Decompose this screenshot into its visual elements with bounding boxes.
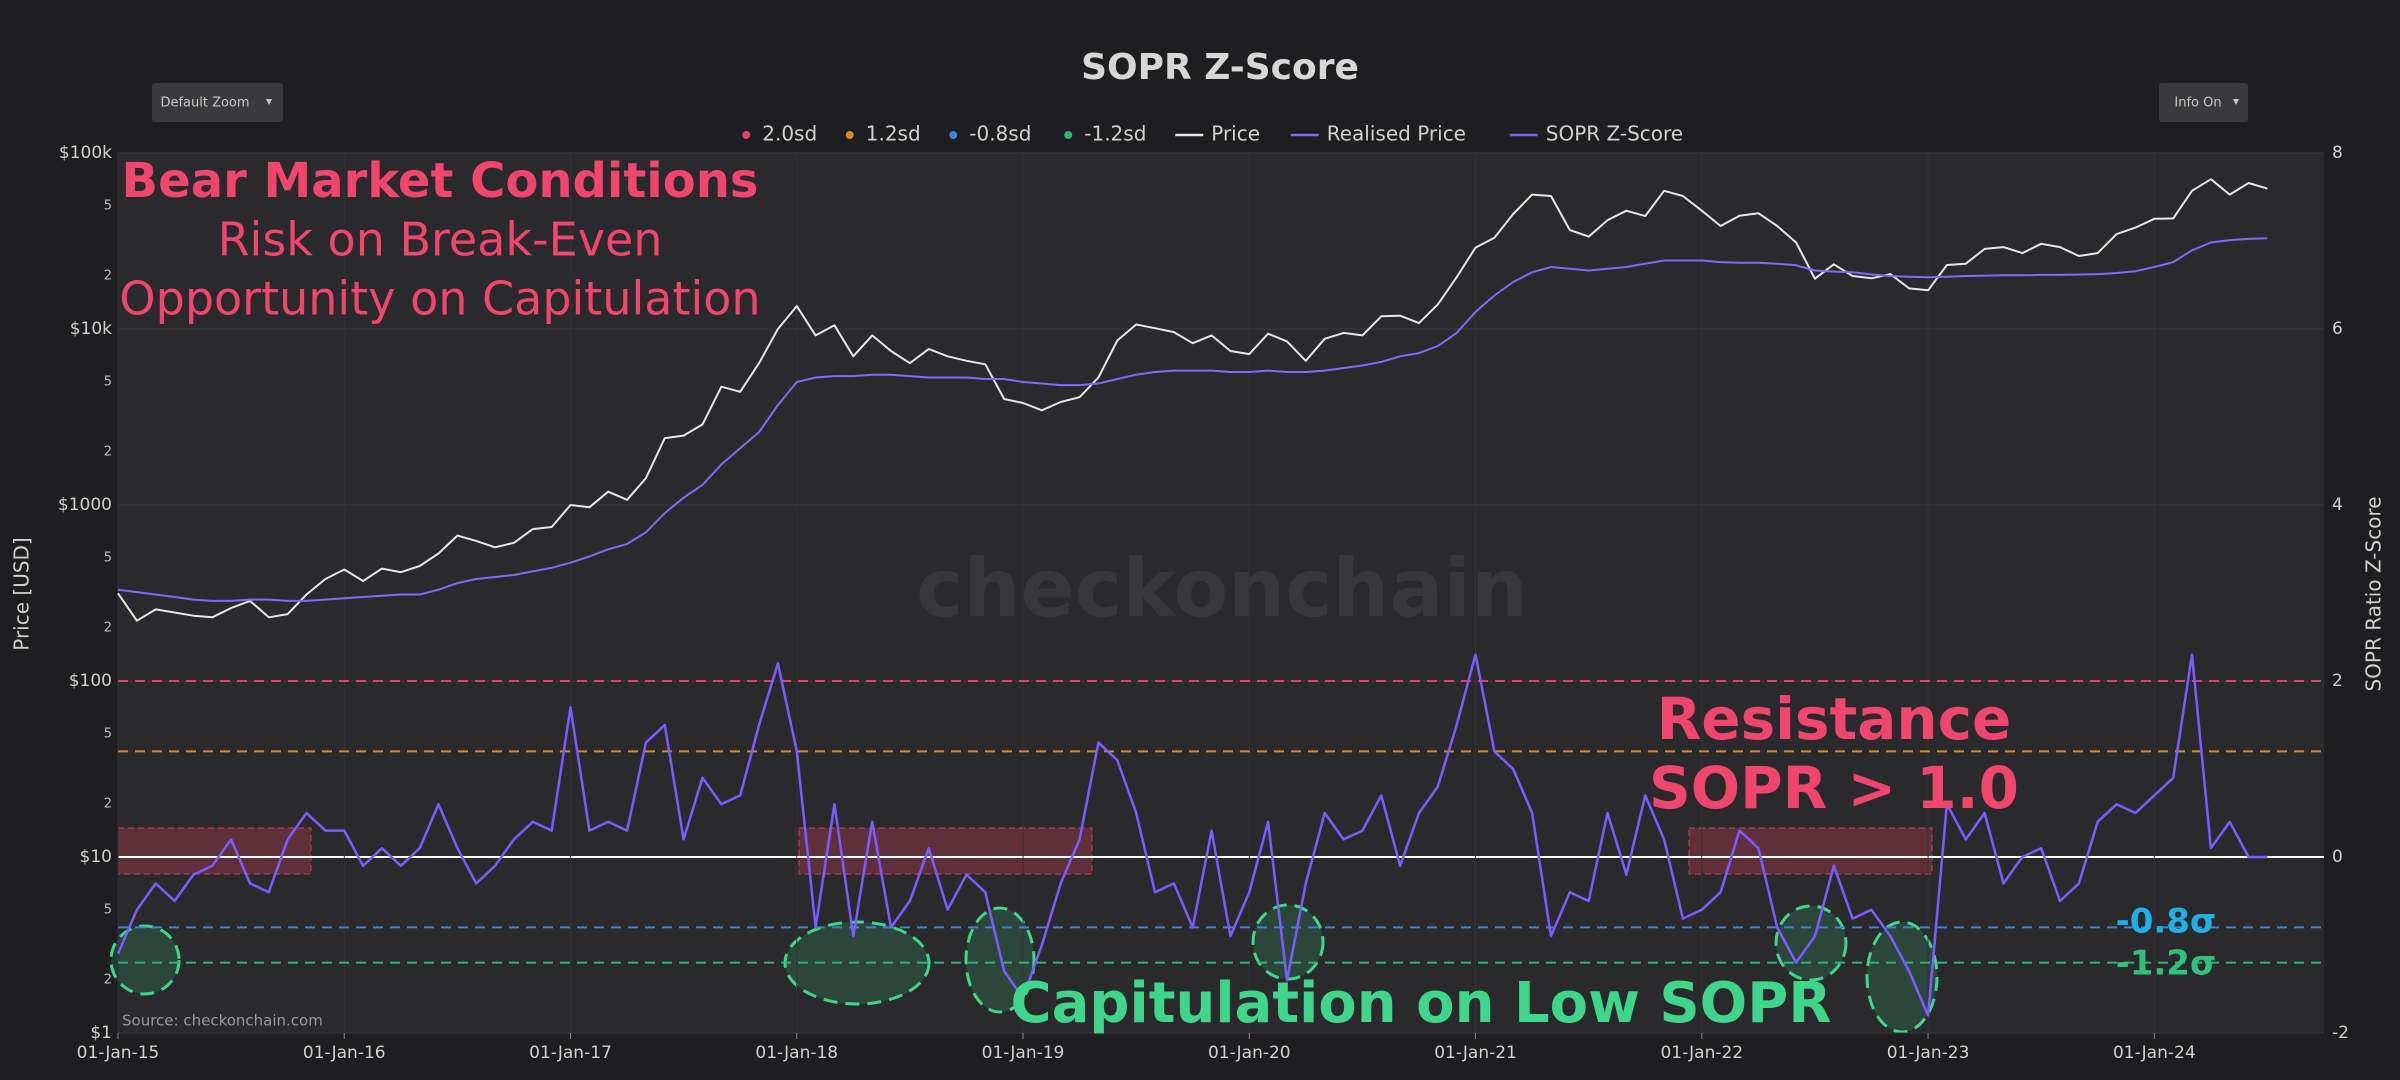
series-line [117,237,2268,602]
y-tick-label: 2 [104,797,112,812]
annotation: Resistance [1657,685,2012,753]
x-tick-label: 01-Jan-21 [1434,1043,1517,1063]
x-tick-label: 01-Jan-18 [755,1043,838,1063]
x-tick-label: 01-Jan-23 [1887,1043,1970,1063]
y2-tick-label: 4 [2332,495,2343,515]
annotation: Bear Market Conditions [122,153,759,209]
legend-label: SOPR Z-Score [1546,122,1683,146]
annotation: -0.8σ [2116,902,2217,942]
legend-marker [1064,131,1073,139]
legend-label: Price [1211,122,1260,146]
x-tick-label: 01-Jan-16 [303,1043,386,1063]
legend-label: -1.2sd [1084,122,1146,146]
y-tick-label: 5 [104,902,112,917]
annotation: -1.2σ [2116,944,2217,984]
series-line [117,178,2268,622]
y-tick-label: $100k [59,143,112,163]
button-label[interactable]: Default Zoom [160,96,249,111]
y-tick-label: 5 [104,550,112,565]
y-tick-label: 2 [104,269,112,284]
resistance-box [798,827,1093,875]
legend-label: Realised Price [1327,122,1466,146]
annotations: Bear Market Conditions Risk on Break-Eve… [119,153,2216,1036]
x-tick-label: 01-Jan-17 [529,1043,612,1063]
y-tick-label: 2 [104,445,112,460]
legend-marker [949,131,958,139]
y-tick-label: 2 [104,973,112,988]
resistance-box [1688,827,1933,875]
button-label[interactable]: Info On [2174,96,2221,111]
annotation: Opportunity on Capitulation [119,272,760,326]
x-tick-label: 01-Jan-20 [1208,1043,1291,1063]
y-tick-label: 5 [104,198,112,213]
marks: $1 2 5 $10 2 5 $100 2 5 $1000 2 5 $10k 2 5 $100k -2 0 2 4 6 8… [58,143,2349,1063]
x-tick-label: 01-Jan-19 [982,1043,1065,1063]
source-note: Source: checkonchain.com [122,1012,323,1030]
annotation: SOPR > 1.0 [1649,754,2019,822]
y2-tick-label: 2 [2332,671,2343,691]
legend-label: -0.8sd [969,122,1031,146]
capitulation-ellipse [109,924,181,996]
y2-axis-label: SOPR Ratio Z-Score [2362,496,2386,691]
annotation: Risk on Break-Even [218,213,663,267]
annotation: Capitulation on Low SOPR [1011,971,1832,1036]
y-tick-label: 5 [104,374,112,389]
chart-title: SOPR Z-Score [1081,47,1359,88]
zoom-button[interactable]: Default Zoom [152,83,283,122]
watermark: checkonchain [916,542,1528,635]
legend-label: 1.2sd [866,122,921,146]
y2-tick-label: 6 [2332,319,2343,339]
capitulation-ellipse [1865,920,1939,1034]
info-button[interactable]: Info On [2159,83,2248,122]
y2-tick-label: -2 [2332,1023,2349,1043]
y-tick-label: $100 [69,671,112,691]
dropdown-arrow[interactable] [2233,99,2239,105]
y-tick-label: 2 [104,621,112,636]
capitulation-ellipse [1251,903,1325,981]
dropdown-arrow[interactable] [266,99,272,105]
y2-tick-label: 0 [2332,847,2343,867]
y-tick-label: $10k [70,319,112,339]
legend-marker [742,131,751,139]
capitulation-ellipse [964,906,1036,1014]
series-line [116,653,2268,1017]
legend-label: 2.0sd [762,122,817,146]
annotation-shapes [109,827,1939,1034]
x-tick-label: 01-Jan-24 [2113,1043,2196,1063]
y-tick-label: $1 [90,1023,112,1043]
button-bg[interactable] [2159,83,2248,122]
y-axis-label: Price [USD] [10,537,34,651]
resistance-box [117,827,312,875]
x-tick-label: 01-Jan-22 [1660,1043,1743,1063]
y-tick-label: $1000 [58,495,112,515]
legend-marker [845,131,854,139]
y2-tick-label: 8 [2332,143,2343,163]
button-bg[interactable] [152,83,283,122]
y-tick-label: $10 [80,847,112,867]
x-tick-label: 01-Jan-15 [77,1043,160,1063]
y-tick-label: 5 [104,726,112,741]
